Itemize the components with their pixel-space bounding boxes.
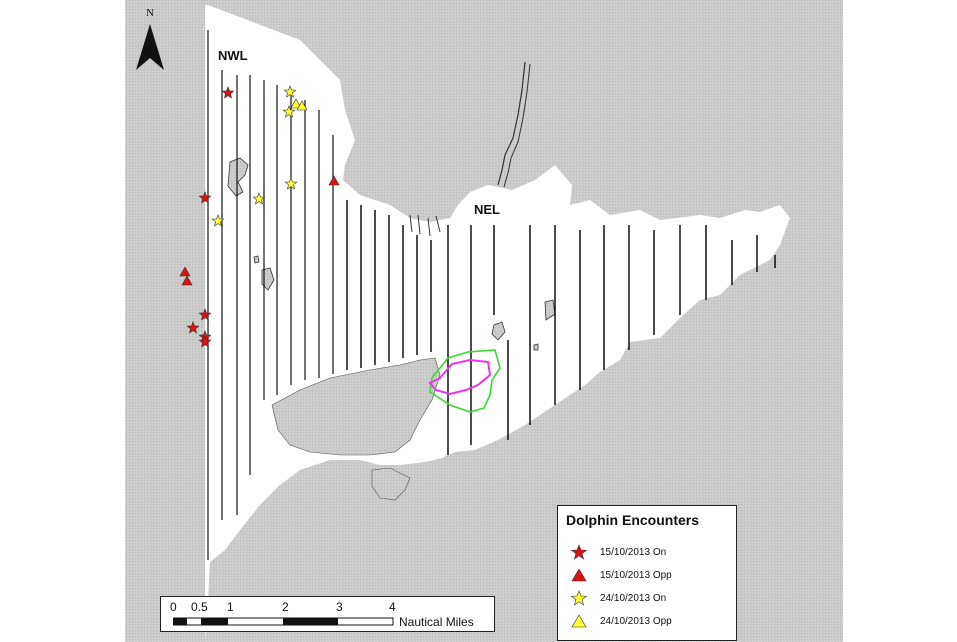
legend-item: 15/10/2013 Opp (570, 567, 672, 583)
scale-bar: 0 0.5 1 2 3 4 Nautical Miles (160, 596, 495, 632)
scale-tick-label: 3 (336, 600, 343, 614)
red-star-marker (198, 308, 212, 321)
scale-tick-label: 1 (227, 600, 234, 614)
area-label-nwl: NWL (218, 48, 248, 63)
scale-tick-label: 4 (389, 600, 396, 614)
transect-lines-nwl (207, 30, 334, 560)
red-triangle-marker (179, 266, 191, 277)
harbour-piers (409, 214, 441, 237)
scale-tick-label: 2 (282, 600, 289, 614)
survey-map: NWL NEL (125, 0, 843, 642)
yellow-star-icon (570, 590, 588, 606)
yellow-triangle-icon (571, 614, 587, 628)
red-star-marker (198, 335, 212, 348)
red-star-marker (198, 191, 212, 204)
north-arrow: N (132, 4, 168, 74)
red-star-icon (570, 544, 588, 560)
scale-unit-label: Nautical Miles (399, 615, 474, 629)
yellow-star-marker (252, 192, 266, 205)
red-star-marker (221, 86, 235, 99)
legend-item: 24/10/2013 On (570, 590, 666, 606)
southern-peninsula (271, 357, 441, 456)
legend-item: 24/10/2013 Opp (570, 613, 672, 629)
red-triangle-marker (328, 175, 340, 186)
red-triangle-icon (571, 568, 587, 582)
north-label: N (146, 7, 154, 19)
scale-tick-label: 0 (170, 600, 177, 614)
legend-item: 15/10/2013 On (570, 544, 666, 560)
yellow-star-marker (284, 177, 298, 190)
red-triangle-marker (181, 275, 193, 286)
area-label-nel: NEL (474, 202, 500, 217)
yellow-star-marker (211, 214, 225, 227)
transect-lines-nel (346, 200, 776, 455)
dolphin-markers (179, 85, 340, 348)
legend-title: Dolphin Encounters (566, 512, 699, 528)
river-channel (497, 61, 526, 186)
islands (227, 157, 556, 351)
legend: Dolphin Encounters 15/10/2013 On 15/10/2… (557, 505, 737, 641)
south-shore-headland (371, 467, 411, 501)
legend-label: 24/10/2013 On (600, 592, 667, 604)
yellow-star-marker (283, 85, 297, 98)
scale-tick-label: 0.5 (191, 600, 208, 614)
zone-outer-boundary (429, 349, 501, 413)
yellow-star-marker (282, 105, 296, 118)
legend-label: 15/10/2013 Opp (600, 569, 672, 581)
yellow-triangle-marker (296, 100, 308, 111)
zone-inner-boundary (428, 358, 492, 396)
yellow-triangle-marker (290, 98, 302, 109)
legend-label: 24/10/2013 Opp (600, 615, 672, 627)
red-star-marker (186, 321, 200, 334)
scale-bar-graphic (173, 617, 394, 626)
legend-label: 15/10/2013 On (600, 546, 667, 558)
